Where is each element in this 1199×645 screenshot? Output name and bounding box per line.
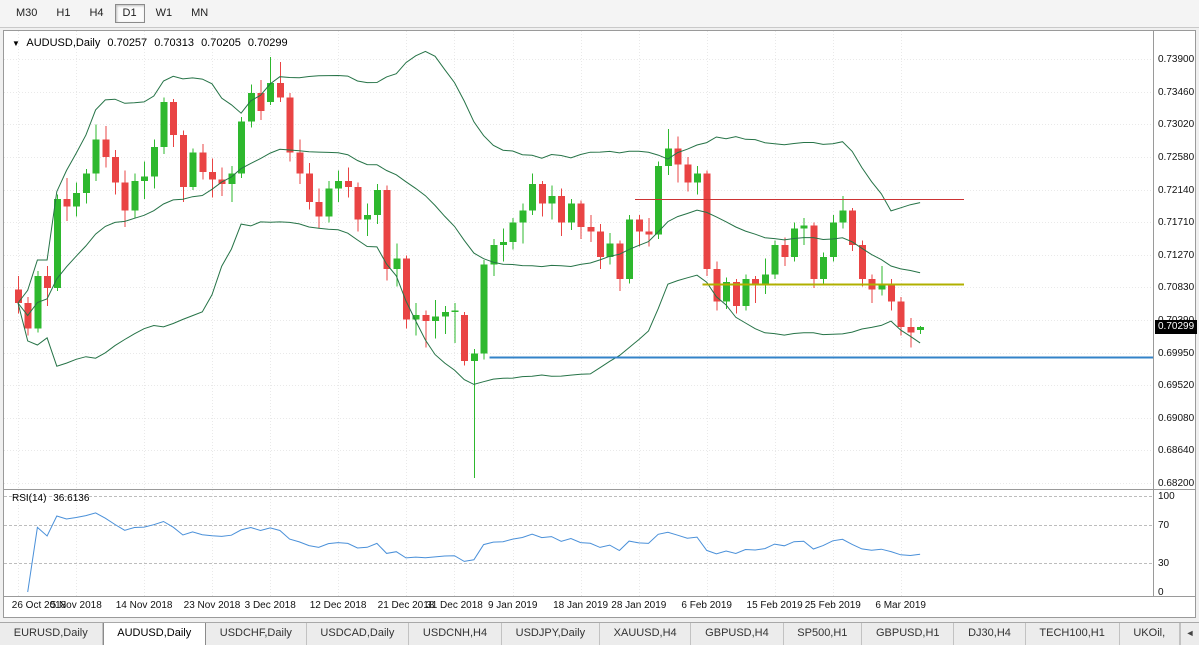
chart-open-value: 0.70257 xyxy=(107,37,148,49)
price-axis-label: 0.73900 xyxy=(1158,54,1195,65)
price-axis-label: 0.69950 xyxy=(1158,347,1195,359)
tab-eurusd-daily[interactable]: EURUSD,Daily xyxy=(0,623,103,645)
date-axis[interactable]: 26 Oct 2018 5 Nov 2018 14 Nov 2018 23 Nov 2… xyxy=(4,597,1195,616)
chart-window: ▼ AUDUSD,Daily 0.70257 0.70313 0.70205 0… xyxy=(3,30,1198,618)
current-price-badge: 0.70299 xyxy=(1155,319,1198,334)
chart-dropdown-icon[interactable]: ▼ xyxy=(12,39,20,48)
chart-close-value: 0.70299 xyxy=(247,37,288,49)
date-axis-label: 9 Jan 2019 xyxy=(487,600,538,611)
main-grid-layer xyxy=(4,31,1155,489)
tab-ukoil[interactable]: UKOil, xyxy=(1120,623,1180,645)
date-axis-label: 26 Oct 2018 xyxy=(11,600,67,611)
tab-usdjpy-daily[interactable]: USDJPY,Daily xyxy=(502,623,600,645)
rsi-label: RSI(14) 36.6136 xyxy=(12,493,93,504)
price-axis-label: 0.73020 xyxy=(1158,119,1195,131)
price-axis-label: 0.69520 xyxy=(1158,379,1195,391)
date-axis-label: 18 Jan 2019 xyxy=(553,600,609,611)
rsi-axis-label: 0 xyxy=(1158,587,1164,598)
tab-scroll-left-icon[interactable]: ◄ xyxy=(1179,623,1199,645)
chart-high-value: 0.70313 xyxy=(154,37,194,49)
rsi-axis[interactable]: 100 70 30 0 xyxy=(1153,490,1195,598)
price-axis-label: 0.68640 xyxy=(1158,445,1195,457)
timeframe-mn-button[interactable]: MN xyxy=(183,4,216,23)
tab-gbpusd-h1[interactable]: GBPUSD,H1 xyxy=(862,623,955,645)
price-axis-label: 0.70830 xyxy=(1158,282,1195,294)
tab-usdcad-daily[interactable]: USDCAD,Daily xyxy=(307,623,410,645)
rsi-line xyxy=(27,512,921,593)
date-axis-label: 25 Feb 2019 xyxy=(804,600,861,611)
tab-sp500-h1[interactable]: SP500,H1 xyxy=(784,623,863,645)
date-axis-label: 12 Dec 2018 xyxy=(309,600,367,611)
bollinger-bands-layer xyxy=(17,50,921,385)
timeframe-h4-button[interactable]: H4 xyxy=(81,4,111,23)
rsi-grid-layer xyxy=(4,490,1155,596)
tab-tech100-h1[interactable]: TECH100,H1 xyxy=(1026,623,1120,645)
tab-gbpusd-h4[interactable]: GBPUSD,H4 xyxy=(691,623,784,645)
hline-objects-layer[interactable] xyxy=(489,199,1155,359)
rsi-name: RSI(14) xyxy=(12,493,47,504)
candlestick-layer xyxy=(15,56,925,478)
date-axis-label: 15 Feb 2019 xyxy=(746,600,803,611)
rsi-plot[interactable] xyxy=(4,490,1155,596)
date-axis-label: 23 Nov 2018 xyxy=(183,600,241,611)
timeframe-toolbar: M30 H1 H4 D1 W1 MN xyxy=(0,0,1199,28)
date-axis-label: 31 Dec 2018 xyxy=(426,600,483,611)
price-axis-label: 0.71710 xyxy=(1158,216,1195,228)
chart-symbol-label: AUDUSD,Daily xyxy=(26,37,101,49)
price-axis-label: 0.71270 xyxy=(1158,249,1195,261)
timeframe-w1-button[interactable]: W1 xyxy=(148,4,181,23)
date-axis-label: 21 Dec 2018 xyxy=(377,600,435,611)
date-axis-label: 5 Nov 2018 xyxy=(50,600,102,611)
rsi-axis-label: 100 xyxy=(1158,491,1175,502)
price-axis-label: 0.69080 xyxy=(1158,412,1195,424)
rsi-axis-label: 70 xyxy=(1158,519,1170,531)
tab-xauusd-h4[interactable]: XAUUSD,H4 xyxy=(600,623,692,645)
tab-dj30-h4[interactable]: DJ30,H4 xyxy=(954,623,1026,645)
date-axis-label: 28 Jan 2019 xyxy=(611,600,667,611)
timeframe-m30-button[interactable]: M30 xyxy=(8,4,45,23)
tab-usdcnh-h4[interactable]: USDCNH,H4 xyxy=(409,623,502,645)
tab-audusd-daily[interactable]: AUDUSD,Daily xyxy=(102,623,206,645)
rsi-axis-label: 30 xyxy=(1158,558,1170,570)
rsi-current-value: 36.6136 xyxy=(53,493,90,504)
timeframe-h1-button[interactable]: H1 xyxy=(48,4,78,23)
date-axis-label: 14 Nov 2018 xyxy=(115,600,173,611)
chart-tabbar: EURUSD,Daily AUDUSD,Daily USDCHF,Daily U… xyxy=(0,622,1199,645)
rsi-indicator-pane: RSI(14) 36.6136 100 70 30 0 xyxy=(4,490,1195,598)
chart-low-value: 0.70205 xyxy=(201,37,241,49)
price-axis-label: 0.73460 xyxy=(1158,86,1195,98)
chart-title: ▼ AUDUSD,Daily 0.70257 0.70313 0.70205 0… xyxy=(12,37,292,49)
tab-usdchf-daily[interactable]: USDCHF,Daily xyxy=(206,623,307,645)
price-chart-plot[interactable] xyxy=(4,31,1155,489)
main-chart-pane: ▼ AUDUSD,Daily 0.70257 0.70313 0.70205 0… xyxy=(4,31,1198,490)
date-axis-label: 6 Feb 2019 xyxy=(681,600,732,611)
price-axis-label: 0.72580 xyxy=(1158,152,1195,164)
date-axis-label: 6 Mar 2019 xyxy=(875,600,926,611)
timeframe-d1-button[interactable]: D1 xyxy=(114,4,145,23)
price-axis-label: 0.72140 xyxy=(1158,184,1195,196)
date-axis-label: 3 Dec 2018 xyxy=(244,600,296,611)
price-axis-label: 0.68200 xyxy=(1158,478,1195,489)
price-axis[interactable]: 0.73900 0.73460 0.73020 0.72580 0.72140 0.717… xyxy=(1153,31,1198,489)
